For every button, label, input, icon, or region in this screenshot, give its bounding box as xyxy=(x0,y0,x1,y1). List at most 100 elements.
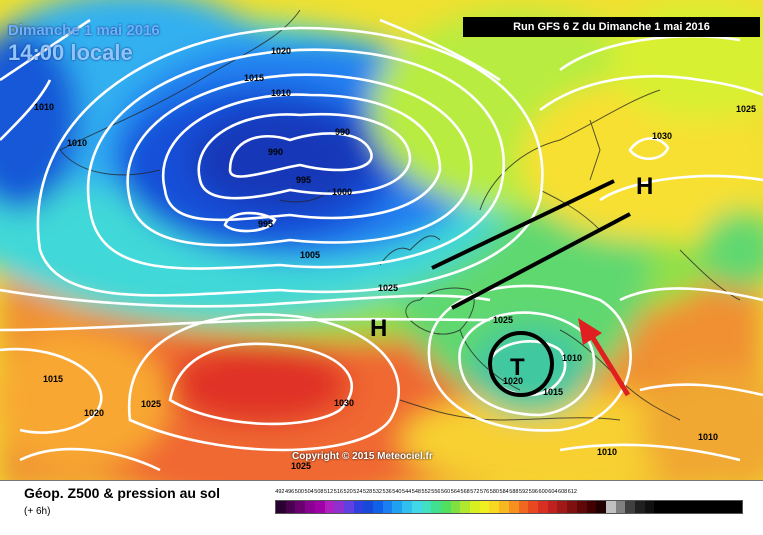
pressure-label: 1025 xyxy=(141,399,161,409)
annotation-line-south xyxy=(451,212,631,310)
red-arrow-icon xyxy=(578,318,631,397)
legend-subtitle: (+ 6h) xyxy=(24,506,51,517)
scale-tick-label: 548 xyxy=(411,489,421,495)
scale-tick-label: 500 xyxy=(294,489,304,495)
scale-swatch xyxy=(732,501,742,513)
copyright-text: Copyright © 2015 Meteociel.fr xyxy=(292,451,433,462)
scale-tick-label: 496 xyxy=(285,489,295,495)
scale-swatch xyxy=(712,501,723,513)
low-circle xyxy=(488,331,554,397)
scale-swatch xyxy=(635,501,645,513)
legend-title: Géop. Z500 & pression au sol xyxy=(24,485,221,501)
scale-tick-label: 584 xyxy=(499,489,509,495)
scale-swatch xyxy=(664,501,674,513)
scale-tick-label: 608 xyxy=(558,489,568,495)
scale-tick-label: 588 xyxy=(509,489,519,495)
scale-tick-label: 508 xyxy=(314,489,324,495)
scale-tick-label: 600 xyxy=(538,489,548,495)
system-labels: H H T xyxy=(370,173,653,381)
scale-swatch xyxy=(440,501,451,513)
scale-swatch xyxy=(479,501,490,513)
scale-swatch xyxy=(508,501,519,513)
pressure-label: 1010 xyxy=(562,353,582,363)
pressure-label: 1020 xyxy=(84,408,104,418)
isobars xyxy=(0,18,763,472)
scale-tick-label: 536 xyxy=(382,489,392,495)
scale-swatch xyxy=(343,501,354,513)
scale-tick-label: 520 xyxy=(343,489,353,495)
scale-swatch xyxy=(576,501,587,513)
scale-tick-label: 524 xyxy=(353,489,363,495)
pressure-label: 1030 xyxy=(652,131,672,141)
color-scale-labels: 492 496 500 504 508 512 516 520 524 528 532 536 540 5… xyxy=(275,489,743,499)
scale-swatch xyxy=(586,501,597,513)
scale-tick-label: 512 xyxy=(324,489,334,495)
scale-swatch xyxy=(702,501,713,513)
scale-swatch xyxy=(431,501,441,513)
high-pressure-label: H xyxy=(636,173,653,200)
scale-swatch xyxy=(528,501,538,513)
pressure-label: 1020 xyxy=(271,46,291,56)
pressure-label: 1010 xyxy=(34,102,54,112)
scale-swatch xyxy=(305,501,315,513)
scale-tick-label: 612 xyxy=(567,489,577,495)
scale-swatch xyxy=(547,501,558,513)
scale-swatch xyxy=(392,501,403,513)
high-pressure-label: H xyxy=(370,315,387,342)
scale-tick-label: 580 xyxy=(489,489,499,495)
scale-tick-label: 604 xyxy=(548,489,558,495)
scale-swatch xyxy=(596,501,606,513)
scale-tick-label: 592 xyxy=(519,489,529,495)
scale-swatch xyxy=(557,501,568,513)
pressure-label: 1000 xyxy=(332,187,352,197)
scale-swatch xyxy=(499,501,509,513)
scale-tick-label: 504 xyxy=(304,489,314,495)
scale-swatch xyxy=(722,501,733,513)
pressure-label: 1025 xyxy=(493,315,513,325)
scale-swatch xyxy=(295,501,306,513)
scale-swatch xyxy=(537,501,548,513)
scale-swatch xyxy=(567,501,577,513)
scale-swatch xyxy=(644,501,655,513)
pressure-label: 1020 xyxy=(503,376,523,386)
scale-swatch xyxy=(276,501,286,513)
scale-swatch xyxy=(654,501,665,513)
scale-tick-label: 572 xyxy=(470,489,480,495)
scale-swatch xyxy=(460,501,471,513)
pressure-label: 1015 xyxy=(244,73,264,83)
weather-map: 1020 1015 1010 1010 1010 990 990 995 1000 995 1005… xyxy=(0,0,763,480)
scale-tick-label: 564 xyxy=(450,489,460,495)
pressure-label: 1010 xyxy=(67,138,87,148)
scale-swatch xyxy=(421,501,432,513)
scale-tick-label: 556 xyxy=(431,489,441,495)
scale-swatch xyxy=(518,501,529,513)
pressure-label: 1010 xyxy=(698,432,718,442)
scale-swatch xyxy=(363,501,374,513)
pressure-label: 1005 xyxy=(300,250,320,260)
pressure-label: 1010 xyxy=(597,447,617,457)
scale-swatch xyxy=(353,501,364,513)
annotation-line-north xyxy=(431,179,615,270)
pressure-label: 1015 xyxy=(543,387,563,397)
pressure-label: 990 xyxy=(335,127,350,137)
scale-swatch xyxy=(470,501,480,513)
scale-tick-label: 560 xyxy=(441,489,451,495)
scale-swatch xyxy=(285,501,296,513)
run-info: Run GFS 6 Z du Dimanche 1 mai 2016 xyxy=(463,17,760,37)
scale-swatch xyxy=(411,501,422,513)
scale-swatch xyxy=(373,501,383,513)
pressure-label: 995 xyxy=(296,175,311,185)
scale-swatch xyxy=(314,501,325,513)
scale-tick-label: 516 xyxy=(333,489,343,495)
scale-swatch xyxy=(615,501,626,513)
color-scale-bar xyxy=(275,500,743,514)
pressure-label: 1010 xyxy=(271,88,291,98)
scale-tick-label: 532 xyxy=(372,489,382,495)
scale-tick-label: 576 xyxy=(480,489,490,495)
scale-tick-label: 544 xyxy=(402,489,412,495)
scale-swatch xyxy=(625,501,636,513)
low-pressure-label: T xyxy=(510,354,525,381)
scale-swatch xyxy=(450,501,461,513)
pressure-label: 1025 xyxy=(736,104,756,114)
pressure-label: 1025 xyxy=(291,461,311,471)
